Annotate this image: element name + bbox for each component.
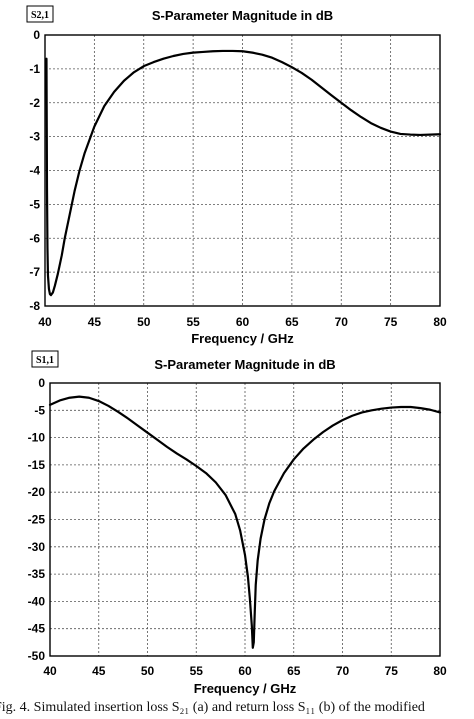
chart1-x-tick-label: 40 [38,315,52,329]
chart1-y-tick-label: -8 [29,299,40,313]
chart2-y-tick-label: -15 [28,458,46,472]
chart1-x-tick-label: 70 [335,315,349,329]
chart2-y-tick-label: -10 [28,431,46,445]
chart1-x-tick-label: 45 [88,315,102,329]
chart1-x-tick-label: 75 [384,315,398,329]
chart2-x-tick-label: 70 [336,664,350,678]
chart2-badge: S1,1 [36,355,54,366]
chart1-x-tick-label: 65 [285,315,299,329]
chart2-badge-box [31,350,59,368]
chart1-x-tick-label: 80 [433,315,447,329]
chart2-x-axis-label: Frequency / GHz [194,681,297,696]
chart1-badge: S2,1 [31,10,49,21]
chart1-y-tick-label: 0 [33,28,40,42]
chart2-y-tick-label: -5 [34,403,45,417]
chart1-x-tick-label: 50 [137,315,151,329]
chart2-x-tick-label: 60 [238,664,252,678]
chart2-y-tick-label: -40 [28,594,46,608]
chart2-series-line-1 [48,395,442,649]
chart2-title: S-Parameter Magnitude in dB [154,357,335,372]
chart1-badge-box [26,5,54,23]
chart1-x-tick-label: 60 [236,315,250,329]
chart2-y-tick-label: -45 [28,622,46,636]
chart1-title: S-Parameter Magnitude in dB [152,8,333,23]
chart2-plot-frame [49,382,441,657]
caption-text: Fig. 4. Simulated insertion loss S₂₁ (a)… [0,700,425,715]
chart1-y-tick-label: -6 [29,231,40,245]
chart1-y-tick-label: -1 [29,62,40,76]
chart1-plot-frame [44,34,441,307]
chart1-y-tick-label: -7 [29,265,40,279]
chart1-y-tick-label: -4 [29,164,40,178]
chart2-y-tick-label: -25 [28,513,46,527]
chart1-x-axis-label: Frequency / GHz [191,331,294,346]
chart1-x-tick-label: 55 [186,315,200,329]
chart1-y-tick-label: -2 [29,96,40,110]
chart2-x-tick-label: 45 [92,664,106,678]
chart2-x-tick-label: 55 [190,664,204,678]
chart2-x-tick-label: 50 [141,664,155,678]
chart2-x-tick-label: 80 [433,664,447,678]
chart1-series-line-1 [45,49,442,297]
chart2-y-tick-label: -35 [28,567,46,581]
figure-caption: Fig. 4. Simulated insertion loss S₂₁ (a)… [0,700,474,719]
chart2-x-tick-label: 75 [385,664,399,678]
chart2-y-tick-label: 0 [38,376,45,390]
chart2-y-tick-label: -30 [28,540,46,554]
chart2-y-tick-label: -50 [28,649,46,663]
chart1-y-tick-label: -5 [29,197,40,211]
chart2-x-tick-label: 40 [43,664,57,678]
chart2-x-tick-label: 65 [287,664,301,678]
chart1-y-tick-label: -3 [29,130,40,144]
chart2-y-tick-label: -20 [28,485,46,499]
